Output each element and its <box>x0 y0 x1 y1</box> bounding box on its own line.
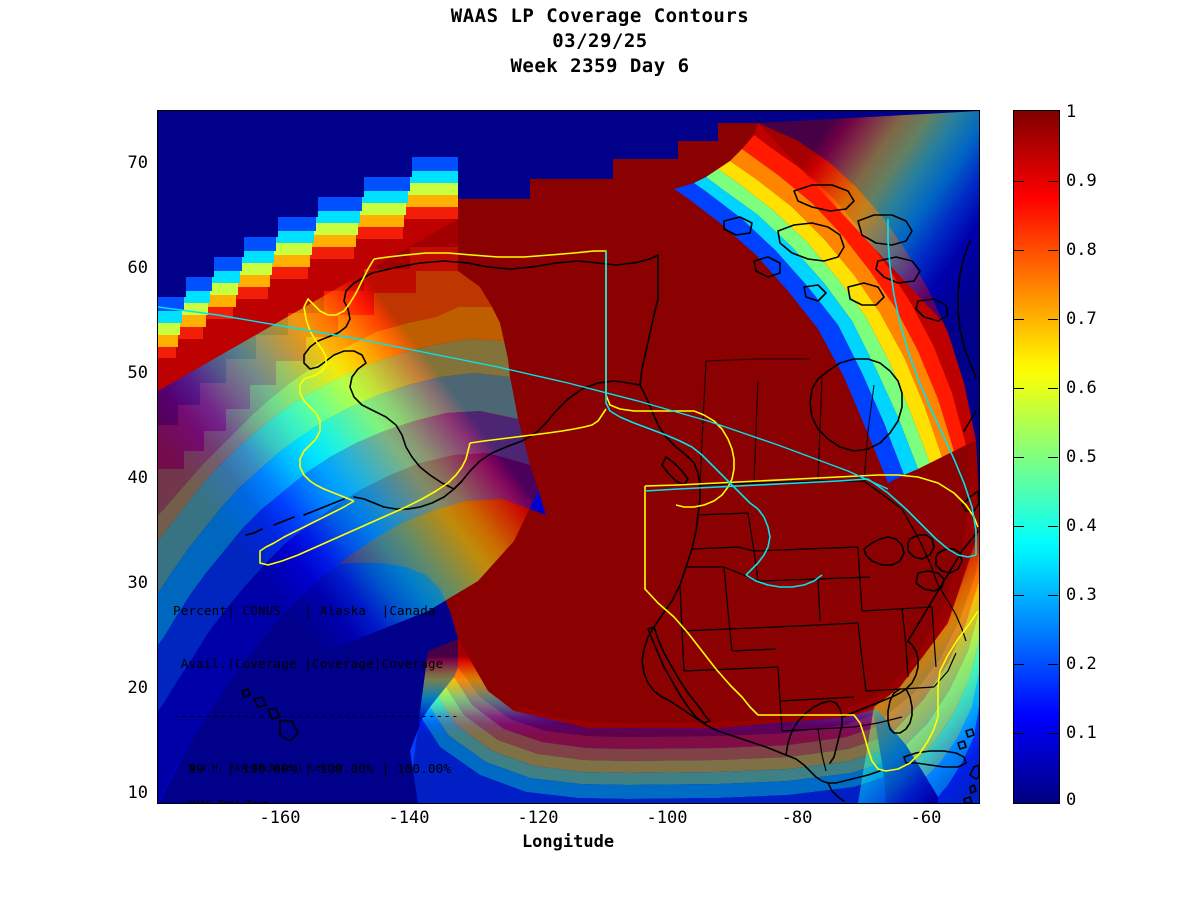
colorbar-tick-0.1: 0.1 <box>1066 723 1097 743</box>
canada-province-boundaries <box>699 358 875 486</box>
colorbar-tickmark <box>1048 733 1058 734</box>
colorbar-tickmark <box>1048 250 1058 251</box>
colorbar-tickmark <box>1014 664 1024 665</box>
coastlines <box>241 184 979 803</box>
table-row: 99 | 100.00% | 100.00% | 100.00% <box>173 760 452 776</box>
colorbar-tick-0.5: 0.5 <box>1066 447 1097 467</box>
northwest-gradient-band <box>158 111 458 358</box>
colorbar-tick-0.8: 0.8 <box>1066 240 1097 260</box>
title-line-1: WAAS LP Coverage Contours <box>450 5 750 27</box>
title-line-3: Week 2359 Day 6 <box>510 55 690 77</box>
colorbar-tickmark <box>1048 664 1058 665</box>
coverage-map-plot: Percent| CONUS | Alaska |Canada Avail.|C… <box>157 110 980 804</box>
title-line-2: 03/29/25 <box>552 30 648 52</box>
x-axis-label: Longitude <box>521 832 615 852</box>
y-tick-30: 30 <box>127 573 148 593</box>
colorbar-tickmark <box>1048 526 1058 527</box>
canada-boundary <box>605 219 977 588</box>
map-canvas <box>158 111 979 803</box>
x-tick-minus100: -100 <box>646 808 688 828</box>
colorbar-tick-1: 1 <box>1066 102 1077 122</box>
colorbar-tickmark <box>1048 181 1058 182</box>
y-tick-40: 40 <box>127 468 148 488</box>
colorbar-tickmark <box>1014 250 1024 251</box>
southern-jet-ramp <box>408 639 918 803</box>
credit-line-1: W.J.H. FAA Technical Center <box>189 763 344 774</box>
colorbar-tickmark <box>1048 388 1058 389</box>
colorbar-tick-0.6: 0.6 <box>1066 378 1097 398</box>
x-tick-minus160: -160 <box>259 808 301 828</box>
coverage-contour-svg <box>158 111 979 803</box>
table-header-row-2: Avail.|Coverage |Coverage|Coverage <box>173 655 444 671</box>
northeast-gradient-band <box>674 123 976 483</box>
colorbar-tickmark <box>1014 319 1024 320</box>
y-tick-70: 70 <box>127 153 148 173</box>
x-tick-minus60: -60 <box>910 808 942 828</box>
y-tick-50: 50 <box>127 363 148 383</box>
y-tick-60: 60 <box>127 258 148 278</box>
table-separator: ------------------------------------- <box>173 708 459 723</box>
colorbar-tick-0.4: 0.4 <box>1066 516 1097 536</box>
colorbar-tickmark <box>1014 595 1024 596</box>
x-tick-minus120: -120 <box>517 808 559 828</box>
page-title: WAAS LP Coverage Contours 03/29/25 Week … <box>0 4 1200 79</box>
x-tick-minus80: -80 <box>781 808 813 828</box>
y-tick-20: 20 <box>127 678 148 698</box>
canada-north-boundary <box>158 306 889 490</box>
colorbar-tickmark <box>1048 595 1058 596</box>
us-state-boundaries <box>679 480 967 772</box>
colorbar-tickmark <box>1014 388 1024 389</box>
colorbar-tick-0.3: 0.3 <box>1066 585 1097 605</box>
y-axis-label: Latitude <box>0 369 4 451</box>
credit-line-2: WAAS Test Team <box>189 799 343 803</box>
northeast-jet-ramp <box>758 111 979 361</box>
colorbar-tickmark <box>1014 526 1024 527</box>
table-header-row-1: Percent| CONUS | Alaska |Canada <box>173 603 436 618</box>
colorbar-tick-0.2: 0.2 <box>1066 654 1097 674</box>
colorbar-tickmark <box>1014 181 1024 182</box>
credit-text: W.J.H. FAA Technical Center WAAS Test Te… <box>189 739 344 803</box>
colorbar-tickmark <box>1014 457 1024 458</box>
southwest-jet-ramp <box>158 219 550 803</box>
y-tick-10: 10 <box>127 783 148 803</box>
colorbar-tickmark <box>1048 319 1058 320</box>
colorbar-tickmark <box>1048 457 1058 458</box>
colorbar-tick-0.7: 0.7 <box>1066 309 1097 329</box>
coverage-statistics-table: Percent| CONUS | Alaska |Canada Avail.|C… <box>173 567 459 803</box>
colorbar-tick-0.9: 0.9 <box>1066 171 1097 191</box>
colorbar-tickmark <box>1014 733 1024 734</box>
x-tick-minus140: -140 <box>388 808 430 828</box>
colorbar-tick-0: 0 <box>1066 790 1077 810</box>
